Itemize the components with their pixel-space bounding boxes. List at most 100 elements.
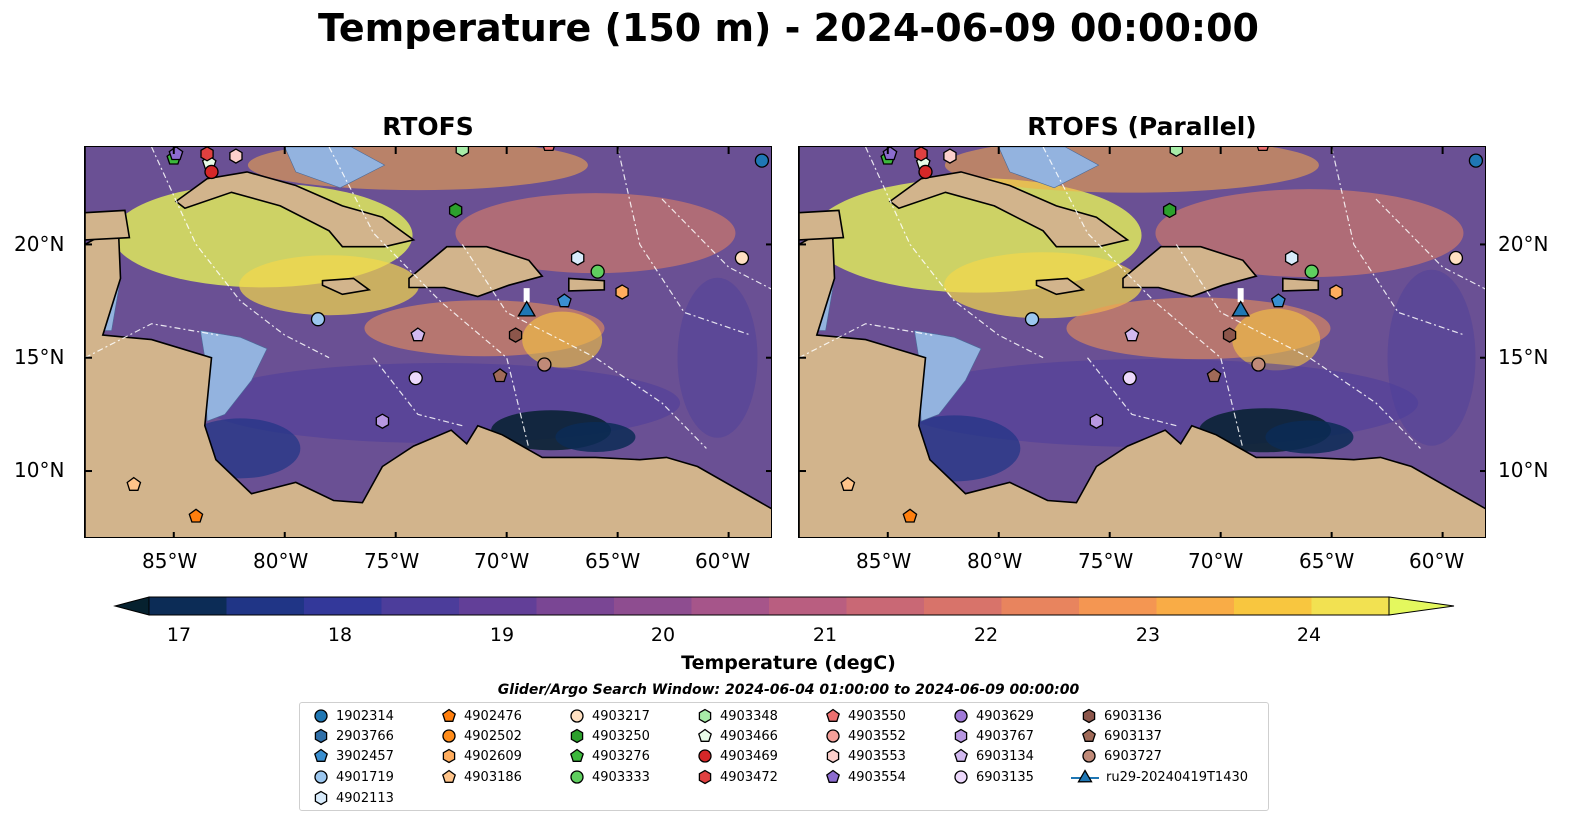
colorbar-band	[459, 597, 538, 615]
legend-marker-icon	[442, 729, 456, 743]
legend-marker-icon	[826, 748, 840, 764]
colorbar-band	[691, 597, 770, 615]
jamaica-island	[321, 277, 372, 296]
float-marker-4903554	[882, 147, 898, 161]
lat-label-20n-left: 20°N	[14, 232, 65, 256]
legend-marker-icon	[826, 729, 840, 743]
float-marker-4903333	[590, 264, 605, 279]
lon-label-65w-left: 65°W	[585, 549, 641, 573]
legend-float-marker	[698, 728, 712, 742]
legend-label: 4902113	[336, 790, 394, 806]
map-panel-rtofs[interactable]	[84, 146, 772, 538]
float-marker-4903186	[840, 476, 856, 491]
float-marker-6903135	[1122, 370, 1137, 386]
float-marker-4903469	[204, 164, 219, 180]
legend-float-marker	[826, 729, 840, 743]
legend-item: 6903727	[1080, 746, 1162, 766]
colorbar-band	[1079, 597, 1158, 615]
float-marker-4901719	[1024, 312, 1040, 327]
temperature-field-warm-band-east	[455, 193, 736, 274]
float-marker-4902113	[1284, 250, 1299, 266]
legend-label: 4903469	[720, 748, 778, 764]
legend-marker-icon	[1071, 769, 1099, 783]
legend-item: ru29-20240419T1430	[1070, 767, 1248, 787]
map-panel-rtofs-parallel[interactable]	[798, 146, 1486, 538]
legend-float-marker	[698, 769, 712, 785]
float-marker-4903186	[126, 476, 142, 491]
float-marker-4903348	[455, 147, 470, 158]
legend-label: 4902476	[464, 708, 522, 724]
puerto-rico-island	[568, 277, 606, 292]
colorbar-band	[1311, 597, 1390, 615]
legend-marker-icon	[954, 770, 968, 784]
legend-label: 4903629	[976, 708, 1034, 724]
bahamas-shelf	[998, 147, 1100, 189]
boundary-line	[373, 357, 463, 427]
colorbar-band	[1234, 597, 1313, 615]
legend-item: 6903135	[952, 767, 1034, 787]
lon-label-80w-left: 80°W	[253, 549, 309, 573]
legend-float-marker	[1082, 749, 1096, 763]
float-marker-4903553	[943, 148, 957, 164]
colorbar-extend-high	[1388, 596, 1455, 616]
legend-label: 4903466	[720, 728, 778, 744]
colorbar-label: Temperature (degC)	[681, 652, 896, 674]
float-marker-3902457	[1270, 293, 1286, 308]
float-marker-3902457	[556, 293, 572, 308]
float-marker-4903550	[1256, 147, 1269, 152]
legend-label: 4903553	[848, 748, 906, 764]
colorbar	[113, 596, 1455, 616]
legend-float-marker	[442, 769, 456, 783]
colorbar-band	[1156, 597, 1235, 615]
legend-item: 3902457	[312, 746, 394, 766]
colorbar-band	[769, 597, 848, 615]
legend-float-marker	[826, 708, 840, 722]
float-marker-4903333	[1304, 264, 1319, 279]
panel-title-rtofs: RTOFS	[382, 112, 474, 141]
legend-marker-icon	[570, 770, 584, 784]
lat-label-15n-right: 15°N	[1498, 345, 1549, 369]
glider-marker-ru29-20240419T1430	[517, 300, 537, 317]
legend-label: 2903766	[336, 728, 394, 744]
boundary-line	[1375, 198, 1485, 290]
legend-float-marker	[954, 709, 968, 723]
legend-marker-icon	[442, 748, 456, 764]
lon-label-75w-left: 75°W	[364, 549, 420, 573]
float-marker-6903727	[1251, 357, 1266, 372]
legend-marker-icon	[826, 769, 840, 783]
legend-item: 4903469	[696, 746, 778, 766]
legend-label: 3902457	[336, 748, 394, 764]
lat-label-15n-left: 15°N	[14, 345, 65, 369]
map-canvas-rtofs-parallel[interactable]	[799, 147, 1486, 538]
legend-label: 6903727	[1104, 748, 1162, 764]
boundary-line	[617, 147, 751, 336]
legend-item: 4903186	[440, 767, 522, 787]
legend-item: 4903553	[824, 746, 906, 766]
boundary-line	[1331, 147, 1465, 336]
legend-item: 4903629	[952, 706, 1034, 726]
legend-float-marker	[826, 769, 840, 783]
legend-marker-icon	[314, 790, 328, 806]
legend-item: 4903767	[952, 726, 1034, 746]
boundary-line	[865, 147, 1044, 359]
boundary-line	[799, 323, 933, 359]
panel-title-rtofs-parallel: RTOFS (Parallel)	[1027, 112, 1257, 141]
float-marker-6903137	[1206, 368, 1222, 383]
float-marker-4903250	[448, 202, 463, 219]
float-marker-4902113	[570, 250, 585, 266]
lon-label-75w-right: 75°W	[1078, 549, 1134, 573]
legend-label: 4903348	[720, 708, 778, 724]
float-marker-1902314	[754, 153, 770, 168]
legend-label: 4902502	[464, 728, 522, 744]
legend-float-marker	[314, 790, 328, 806]
float-marker-4903550	[542, 147, 555, 152]
float-marker-4902609	[615, 284, 629, 300]
legend-marker-icon	[698, 749, 712, 763]
boundary-line	[151, 147, 330, 359]
legend-label: 6903136	[1104, 708, 1162, 724]
legend-label: 4901719	[336, 769, 394, 785]
boundary-line	[461, 244, 707, 449]
legend-float-marker	[314, 709, 328, 723]
map-canvas-rtofs[interactable]	[85, 147, 772, 538]
legend-label: 4903276	[592, 748, 650, 764]
